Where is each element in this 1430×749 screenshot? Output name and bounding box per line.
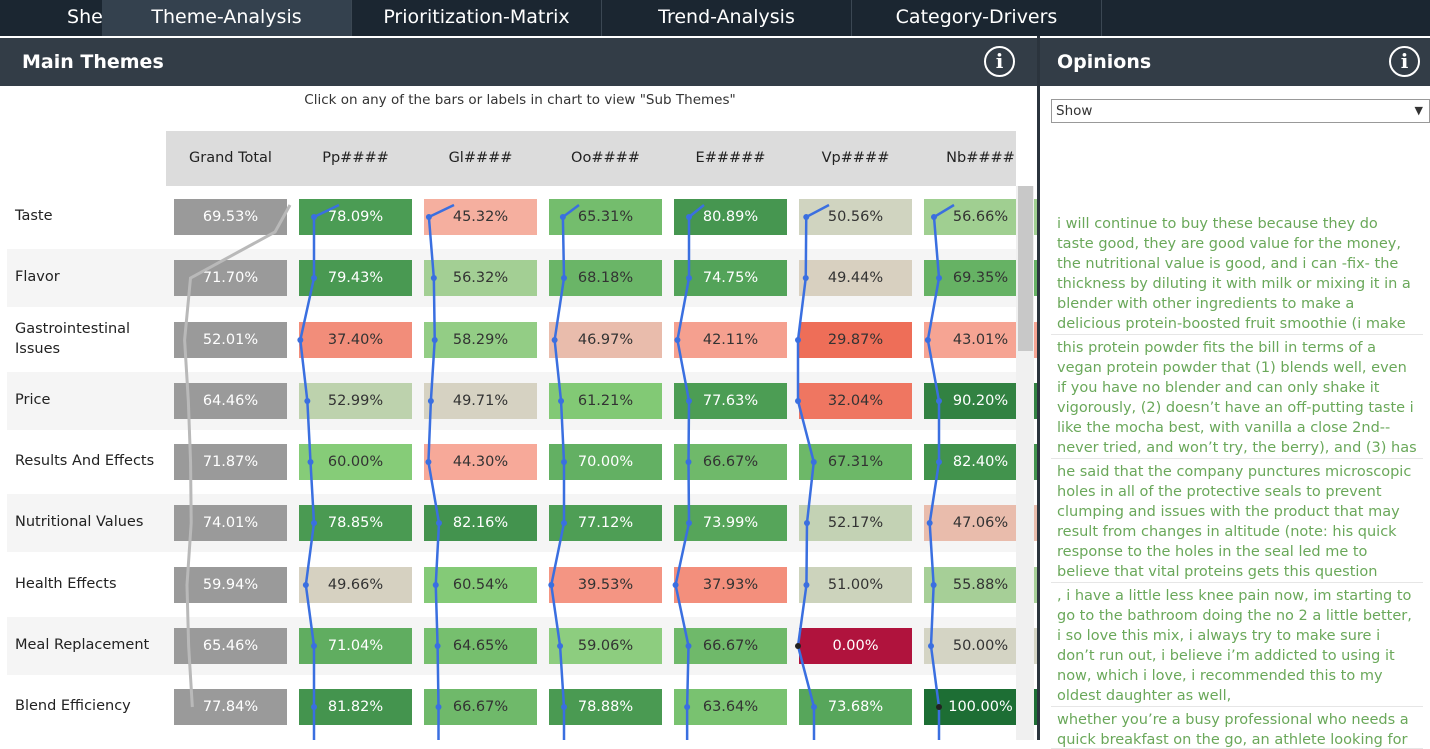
heatmap-cell[interactable]: 58.29% (424, 322, 537, 358)
heatmap-cell[interactable]: 71.04% (299, 628, 412, 664)
grand-total-cell[interactable]: 69.53% (174, 199, 287, 235)
heatmap-cell[interactable]: 78.88% (549, 689, 662, 725)
theme-label[interactable]: Gastrointestinal Issues (15, 321, 131, 357)
heatmap-cell[interactable]: 70.00% (549, 444, 662, 480)
heatmap-cell[interactable]: 68.18% (549, 260, 662, 296)
theme-label[interactable]: Taste (15, 208, 53, 224)
heatmap-cell[interactable]: 60.54% (424, 567, 537, 603)
show-filter-select[interactable]: Show ▼ (1051, 99, 1430, 123)
grand-total-cell[interactable]: 64.46% (174, 383, 287, 419)
heatmap-cell[interactable]: 49.44% (799, 260, 912, 296)
panel-divider (1037, 36, 1040, 740)
heatmap-cell[interactable]: 56.32% (424, 260, 537, 296)
grand-total-cell[interactable]: 77.84% (174, 689, 287, 725)
heatmap-cell[interactable]: 37.93% (674, 567, 787, 603)
opinion-item[interactable]: he said that the company punctures micro… (1051, 461, 1423, 583)
heatmap-cell[interactable]: 45.32% (424, 199, 537, 235)
grand-total-cell[interactable]: 65.46% (174, 628, 287, 664)
heatmap-cell[interactable]: 66.67% (424, 689, 537, 725)
heatmap-cell[interactable]: 39.53% (549, 567, 662, 603)
column-header[interactable]: Gl#### (448, 150, 513, 166)
heatmap-cell[interactable]: 42.11% (674, 322, 787, 358)
heatmap-cell[interactable]: 63.64% (674, 689, 787, 725)
theme-label[interactable]: Blend Efficiency (15, 698, 131, 714)
grand-total-cell[interactable]: 71.70% (174, 260, 287, 296)
tab-prioritization-matrix[interactable]: Prioritization-Matrix (352, 0, 602, 36)
heatmap-cell[interactable]: 0.00% (799, 628, 912, 664)
column-header-row (166, 131, 1016, 186)
panel-title: Opinions (1057, 51, 1152, 73)
chevron-down-icon[interactable]: ▼ (1414, 104, 1423, 117)
heatmap-cell[interactable]: 60.00% (299, 444, 412, 480)
heatmap-cell[interactable]: 79.43% (299, 260, 412, 296)
heatmap-cell[interactable]: 73.68% (799, 689, 912, 725)
tab-bar: Sheet Theme-Analysis Prioritization-Matrix… (0, 0, 1430, 36)
theme-label[interactable]: Flavor (15, 269, 60, 285)
heatmap-cell[interactable]: 59.06% (549, 628, 662, 664)
heatmap-cell[interactable]: 32.04% (799, 383, 912, 419)
heatmap-cell[interactable]: 78.09% (299, 199, 412, 235)
heatmap-cell[interactable]: 61.21% (549, 383, 662, 419)
column-header[interactable]: Pp#### (322, 150, 389, 166)
heatmap-cell[interactable]: 49.66% (299, 567, 412, 603)
tab-theme-analysis[interactable]: Theme-Analysis (102, 0, 352, 36)
opinion-item[interactable]: , i have a little less knee pain now, im… (1051, 585, 1423, 707)
heatmap-cell[interactable]: 65.31% (549, 199, 662, 235)
opinion-item[interactable]: this protein powder fits the bill in ter… (1051, 337, 1423, 459)
panel-title: Main Themes (22, 51, 164, 73)
theme-label[interactable]: Price (15, 392, 51, 408)
heatmap-cell[interactable]: 64.65% (424, 628, 537, 664)
column-header[interactable]: Vp#### (821, 150, 890, 166)
heatmap-cell[interactable]: 74.75% (674, 260, 787, 296)
heatmap-cell[interactable]: 66.67% (674, 628, 787, 664)
show-filter-value: Show (1056, 103, 1093, 119)
info-icon[interactable]: i (984, 46, 1015, 77)
heatmap-cell[interactable]: 78.85% (299, 505, 412, 541)
theme-label[interactable]: Nutritional Values (15, 514, 144, 530)
opinion-item[interactable]: whether you’re a busy professional who n… (1051, 709, 1423, 749)
heatmap-cell[interactable]: 44.30% (424, 444, 537, 480)
heatmap-cell[interactable]: 37.40% (299, 322, 412, 358)
heatmap-cell[interactable]: 51.00% (799, 567, 912, 603)
heatmap-cell[interactable]: 82.16% (424, 505, 537, 541)
tab-category-drivers[interactable]: Category-Drivers (852, 0, 1102, 36)
theme-label[interactable]: Results And Effects (15, 453, 155, 469)
info-icon[interactable]: i (1389, 46, 1420, 77)
chart-hint: Click on any of the bars or labels in ch… (304, 92, 736, 108)
opinions-header: Opinions i (1040, 38, 1430, 86)
grand-total-cell[interactable]: 71.87% (174, 444, 287, 480)
column-header[interactable]: E##### (695, 150, 766, 166)
column-header[interactable]: Grand Total (189, 150, 272, 166)
heatmap-cell[interactable]: 80.89% (674, 199, 787, 235)
heatmap-cell[interactable]: 52.99% (299, 383, 412, 419)
grand-total-cell[interactable]: 52.01% (174, 322, 287, 358)
tab-trend-analysis[interactable]: Trend-Analysis (602, 0, 852, 36)
heatmap-cell[interactable]: 29.87% (799, 322, 912, 358)
column-header[interactable]: Oo#### (571, 150, 640, 166)
heatmap-cell[interactable]: 49.71% (424, 383, 537, 419)
heatmap-cell[interactable]: 77.12% (549, 505, 662, 541)
heatmap-cell[interactable]: 46.97% (549, 322, 662, 358)
opinion-item[interactable]: i will continue to buy these because the… (1051, 213, 1423, 335)
chart-scrollbar-thumb[interactable] (1018, 186, 1033, 351)
heatmap-cell[interactable]: 50.56% (799, 199, 912, 235)
main-themes-header: Main Themes i (0, 38, 1037, 86)
heatmap-cell[interactable]: 66.67% (674, 444, 787, 480)
heatmap-cell[interactable]: 67.31% (799, 444, 912, 480)
heatmap-cell[interactable]: 81.82% (299, 689, 412, 725)
heatmap-cell[interactable]: 52.17% (799, 505, 912, 541)
theme-label[interactable]: Health Effects (15, 576, 117, 592)
grand-total-cell[interactable]: 74.01% (174, 505, 287, 541)
heatmap-cell[interactable]: 73.99% (674, 505, 787, 541)
grand-total-cell[interactable]: 59.94% (174, 567, 287, 603)
column-header[interactable]: Nb#### (946, 150, 1015, 166)
heatmap-cell[interactable]: 77.63% (674, 383, 787, 419)
theme-label[interactable]: Meal Replacement (15, 637, 150, 653)
